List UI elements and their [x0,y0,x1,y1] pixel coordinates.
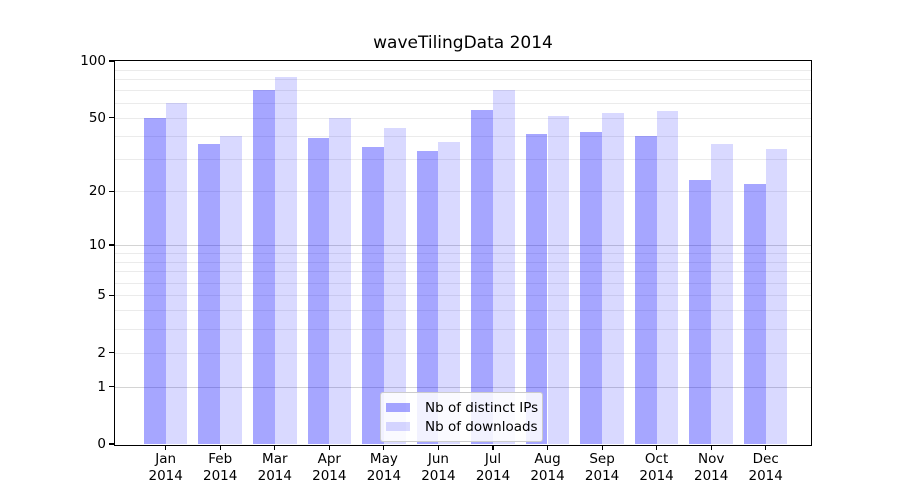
x-tick-mark [492,445,494,450]
gridline-minor [115,79,811,81]
bar-distinct-ips-jun [416,151,439,444]
x-tick-label: Aug 2014 [530,451,565,484]
y-tick-mark [109,294,114,296]
gridline-minor [115,310,811,312]
bar-downloads-dec [765,148,788,444]
x-tick-label: Jan 2014 [148,451,183,484]
bar-distinct-ips-mar [253,90,275,444]
y-tick-mark [109,385,114,388]
x-tick-mark [656,445,658,450]
gridline-minor [115,69,811,71]
gridline-minor [115,295,811,297]
x-tick-mark [546,445,549,450]
gridline-minor [115,261,811,263]
gridline-minor [115,102,811,104]
bar-downloads-nov [711,144,733,444]
y-tick-label: 100 [80,53,106,69]
gridline-minor [115,329,811,330]
x-tick-mark [765,445,767,450]
bar-distinct-ips-feb [198,144,221,444]
legend-item-downloads: Nb of downloads [386,417,538,436]
y-tick-label: 20 [88,183,106,200]
y-tick-label: 50 [88,109,106,126]
bar-distinct-ips-oct [634,135,657,444]
x-tick-label: Jul 2014 [475,451,511,484]
bar-downloads-may [383,128,406,444]
bar-distinct-ips-dec [743,183,766,444]
legend-swatch-downloads [386,422,410,431]
gridline-minor [115,117,811,119]
x-tick-mark [219,445,221,450]
y-tick-mark [109,443,114,445]
y-tick-mark [109,60,114,62]
y-tick-label: 2 [97,344,106,361]
bar-distinct-ips-aug [525,133,548,444]
x-tick-label: Sep 2014 [584,451,620,484]
bar-distinct-ips-sep [580,131,603,444]
gridline-minor [115,191,811,193]
x-tick-mark [710,445,712,450]
gridline-minor [115,90,811,92]
bar-distinct-ips-jan [143,117,166,444]
x-tick-mark [601,445,603,450]
bar-distinct-ips-nov [689,180,712,444]
plot-area: Nb of distinct IPs Nb of downloads [114,60,812,446]
gridline-major [115,245,811,246]
y-tick-label: 5 [97,287,106,304]
x-tick-label: Nov 2014 [694,451,729,484]
gridline-minor [115,282,811,284]
x-tick-mark [274,445,276,450]
legend-label-downloads: Nb of downloads [425,418,538,435]
legend-swatch-distinct-ips [386,403,410,412]
y-tick-label: 1 [97,378,106,395]
gridline-minor [115,252,811,254]
gridline-minor [115,159,811,160]
y-tick-mark [109,244,114,246]
bar-downloads-aug [547,116,570,444]
x-tick-label: Dec 2014 [748,451,783,484]
bar-distinct-ips-jul [471,109,493,444]
bar-distinct-ips-may [362,146,384,444]
x-tick-label: Feb 2014 [203,451,238,484]
x-tick-mark [437,445,439,450]
y-tick-label: 10 [88,237,106,253]
gridline-minor [115,135,811,137]
bar-downloads-jun [438,142,461,444]
bar-downloads-jan [165,102,188,444]
y-tick-label: 0 [97,436,106,452]
legend-label-distinct-ips: Nb of distinct IPs [425,399,539,416]
bar-downloads-jul [493,90,515,444]
gridline-minor [115,271,811,273]
bar-downloads-mar [274,77,297,444]
x-tick-mark [383,445,385,450]
y-tick-mark [109,352,114,354]
gridline-minor [115,352,811,354]
legend-item-distinct-ips: Nb of distinct IPs [386,398,539,417]
x-tick-label: May 2014 [366,451,402,484]
x-tick-mark [328,445,330,450]
bar-downloads-oct [656,111,679,444]
x-tick-mark [165,445,167,450]
gridline-major [115,386,811,388]
x-tick-label: Oct 2014 [639,451,674,484]
x-tick-label: Mar 2014 [257,451,292,484]
bar-downloads-feb [220,135,242,444]
x-tick-label: Apr 2014 [312,451,347,484]
bar-distinct-ips-apr [307,137,330,444]
x-tick-label: Jun 2014 [421,451,456,484]
bar-downloads-apr [329,117,352,444]
y-tick-mark [109,190,114,192]
y-tick-mark [109,117,114,119]
legend: Nb of distinct IPs Nb of downloads [380,392,543,442]
chart-title: waveTilingData 2014 [373,33,553,53]
bar-downloads-sep [602,113,624,444]
